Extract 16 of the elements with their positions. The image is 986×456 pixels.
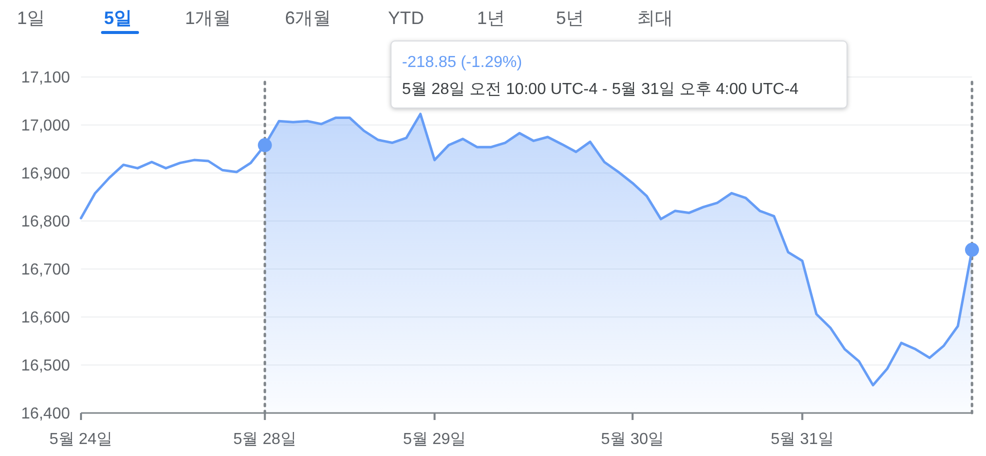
y-tick-label: 17,100 bbox=[21, 70, 70, 87]
y-tick-label: 16,400 bbox=[21, 406, 70, 423]
x-tick-label: 5월 29일 bbox=[403, 431, 466, 448]
text: -218.85 (-1.29%) bbox=[402, 54, 522, 71]
y-tick-label: 16,900 bbox=[21, 166, 70, 183]
y-tick-label: 17,000 bbox=[21, 118, 70, 135]
x-tick-label: 5월 31일 bbox=[770, 431, 834, 448]
annotation: 5월 28일 오전 10:00 UTC-4 - 5월 31일 오후 4:00 UTC-4 bbox=[402, 81, 799, 98]
y-tick-label: 16,700 bbox=[21, 262, 70, 279]
y-tick-label: 16,800 bbox=[21, 214, 70, 231]
y-tick-label: 16,500 bbox=[21, 358, 70, 375]
x-tick-label: 5월 28일 bbox=[233, 431, 296, 448]
x-tick-label: 5월 24일 bbox=[49, 431, 113, 448]
y-tick-label: 16,600 bbox=[21, 310, 70, 327]
time-range-tabs: 1일 5일 1개월 6개월 YTD 1년 5년 최대 bbox=[17, 8, 673, 28]
x-tick-label: 5월 30일 bbox=[601, 431, 664, 448]
